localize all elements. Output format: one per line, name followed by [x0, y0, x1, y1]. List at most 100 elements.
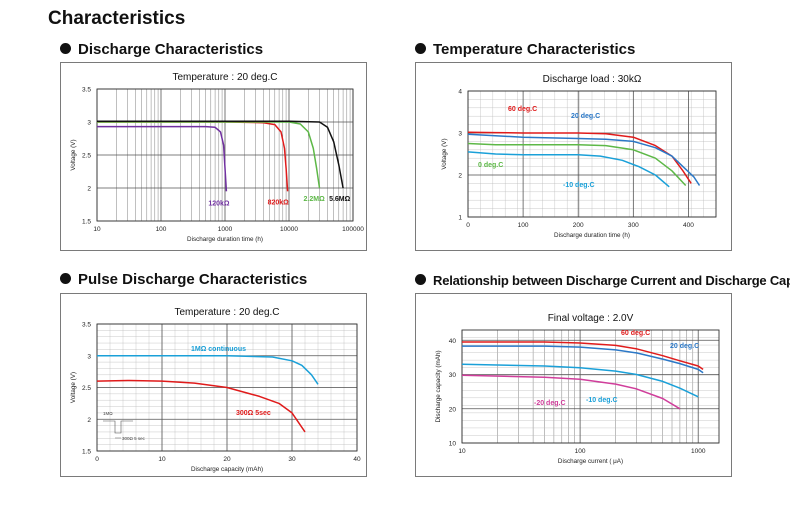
y-tick-label: 3: [458, 131, 462, 138]
x-tick-label: 0: [466, 222, 470, 229]
series-label: 1MΩ continuous: [191, 346, 246, 353]
y-tick-label: 3: [87, 353, 91, 360]
y-axis-label: Discharge capacity (mAh): [435, 350, 442, 422]
y-tick-label: 2.5: [82, 153, 91, 160]
series-line: [461, 374, 681, 410]
series-line: [467, 151, 670, 188]
current-chart: Final voltage : 2.0V 10 20 30 40 10 100 1000 Dis…: [435, 313, 720, 465]
series-line: [97, 355, 319, 385]
y-tick-label: 2: [458, 173, 462, 180]
y-tick-label: 3.5: [82, 87, 91, 94]
page-title: Characteristics: [48, 8, 186, 29]
x-tick-label: 200: [573, 222, 584, 229]
chart-title: Discharge load : 30kΩ: [543, 74, 642, 85]
x-axis-label: Discharge current ( μA): [558, 458, 623, 465]
y-tick-label: 2: [87, 186, 91, 193]
plot-frame: [96, 323, 358, 452]
inset-label: 1MΩ: [103, 411, 113, 416]
chart-title: Temperature : 20 deg.C: [174, 307, 279, 318]
y-tick-label: 2: [87, 417, 91, 424]
y-tick-label: 3: [87, 120, 91, 127]
series-line: [97, 125, 228, 192]
series-line: [462, 345, 704, 374]
bullet-icon: [415, 43, 426, 54]
y-tick-label: 10: [449, 441, 457, 448]
series-label: -10 deg.C: [586, 397, 618, 404]
pulse-chart-panel: Temperature : 20 deg.C 1.5 2 2.5 3 3.5 0 10 20 30…: [60, 293, 367, 477]
bullet-icon: [415, 274, 426, 285]
x-tick-label: 20: [223, 456, 231, 463]
x-tick-label: 10: [93, 226, 101, 233]
series-label: 20 deg.C: [571, 113, 600, 120]
y-tick-label: 40: [449, 338, 457, 345]
section-label: Pulse Discharge Characteristics: [78, 271, 308, 288]
x-tick-label: 10000: [280, 226, 298, 233]
section-label: Discharge Characteristics: [78, 41, 264, 58]
series-label: 300Ω 5sec: [236, 410, 271, 417]
x-tick-label: 1000: [691, 448, 706, 455]
x-tick-label: 100: [518, 222, 529, 229]
series-label: 2.2MΩ: [304, 196, 326, 203]
pulse-chart: Temperature : 20 deg.C 1.5 2 2.5 3 3.5 0 10 20 30…: [70, 307, 361, 473]
series-line: [461, 363, 699, 398]
x-axis-label: Discharge duration time (h): [187, 236, 263, 243]
series-line: [467, 133, 701, 186]
x-tick-label: 1000: [218, 226, 233, 233]
x-tick-label: 300: [628, 222, 639, 229]
y-tick-label: 1: [458, 215, 462, 222]
bullet-icon: [60, 273, 71, 284]
y-axis-label: Voltage (V): [70, 139, 77, 170]
plot-frame: [467, 90, 717, 218]
y-tick-label: 1.5: [82, 449, 91, 456]
series-label: 5.6MΩ: [329, 196, 351, 203]
temperature-chart: Discharge load : 30kΩ 1 2 3 4 0 100 200 300 400 Di…: [441, 74, 717, 239]
y-axis-label: Voltage (V): [70, 372, 77, 403]
inset-label: 300Ω 5 sec: [122, 436, 146, 441]
section-heading-current: Relationship between Discharge Current a…: [415, 273, 790, 288]
series-label: -10 deg.C: [563, 182, 595, 189]
x-tick-label: 10: [458, 448, 466, 455]
temperature-chart-panel: Discharge load : 30kΩ 1 2 3 4 0 100 200 300 400 Di…: [415, 62, 732, 251]
x-tick-label: 100: [575, 448, 586, 455]
chart-title: Final voltage : 2.0V: [548, 313, 634, 324]
series-label: 120kΩ: [208, 200, 230, 207]
y-tick-label: 30: [449, 372, 457, 379]
x-tick-label: 100: [156, 226, 167, 233]
x-tick-label: 0: [95, 456, 99, 463]
x-axis-label: Discharge capacity (mAh): [191, 466, 263, 473]
section-label: Temperature Characteristics: [433, 41, 636, 58]
series-label: -20 deg.C: [534, 400, 566, 407]
section-heading-pulse: Pulse Discharge Characteristics: [60, 271, 307, 288]
discharge-chart-panel: Temperature : 20 deg.C 1.5 2 2.5 3 3.5 10 100 10…: [60, 62, 367, 251]
bullet-icon: [60, 43, 71, 54]
series-label: 820kΩ: [268, 199, 290, 206]
discharge-chart: Temperature : 20 deg.C 1.5 2 2.5 3 3.5 10 100 10…: [70, 72, 364, 243]
series-line: [97, 121, 289, 192]
series-label: 0 deg.C: [478, 162, 503, 169]
x-tick-label: 30: [288, 456, 296, 463]
y-tick-label: 4: [458, 89, 462, 96]
series-line: [467, 142, 687, 187]
series-label: 20 deg.C: [670, 343, 699, 350]
x-tick-label: 100000: [342, 226, 364, 233]
y-tick-label: 2.5: [82, 385, 91, 392]
x-tick-label: 10: [158, 456, 166, 463]
section-heading-temperature: Temperature Characteristics: [415, 41, 635, 58]
series-line: [467, 131, 692, 184]
y-tick-label: 20: [449, 406, 457, 413]
plot-frame: [461, 329, 720, 444]
y-tick-label: 3.5: [82, 322, 91, 329]
series-label: 60 deg.C: [508, 106, 537, 113]
series-line: [97, 120, 344, 189]
series-line: [96, 379, 306, 433]
section-heading-discharge: Discharge Characteristics: [60, 41, 263, 58]
plot-frame: [96, 88, 354, 222]
pulse-waveform-icon: [103, 420, 133, 434]
series-line: [462, 341, 704, 371]
x-axis-label: Discharge duration time (h): [554, 232, 630, 239]
x-tick-label: 400: [683, 222, 694, 229]
y-axis-label: Voltage (V): [441, 138, 448, 169]
current-chart-panel: Final voltage : 2.0V 10 20 30 40 10 100 1000 Dis…: [415, 293, 732, 477]
series-label: 60 deg.C: [621, 330, 650, 337]
chart-title: Temperature : 20 deg.C: [172, 72, 277, 83]
